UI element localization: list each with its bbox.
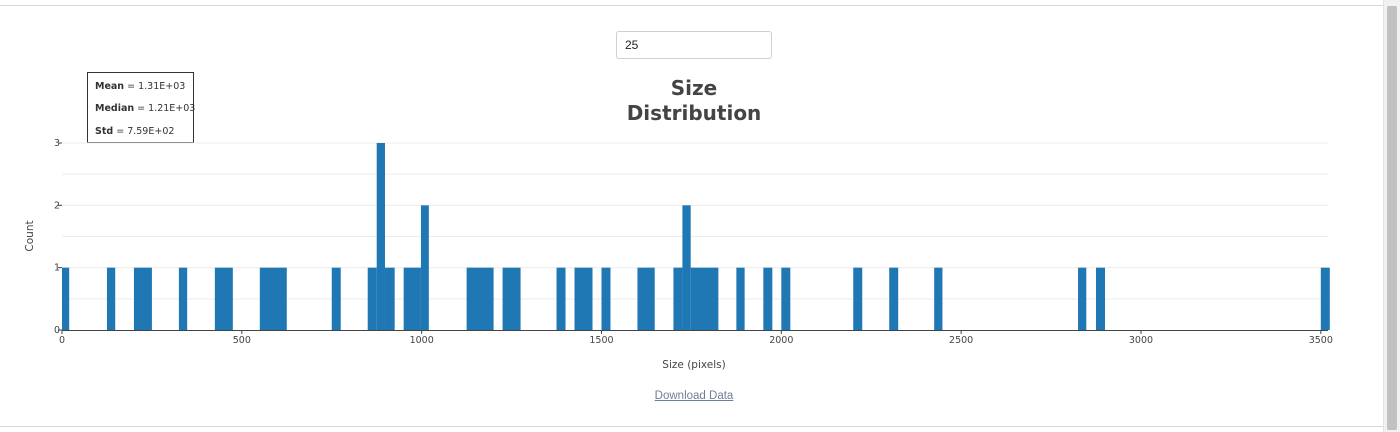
histogram-bar[interactable] bbox=[690, 267, 719, 330]
stat-std-label: Std bbox=[95, 126, 114, 137]
histogram-bar[interactable] bbox=[889, 267, 899, 330]
x-tick-label: 0 bbox=[59, 335, 65, 346]
histogram-bar[interactable] bbox=[853, 267, 863, 330]
histogram-bar[interactable] bbox=[574, 267, 593, 330]
x-axis-title: Size (pixels) bbox=[662, 359, 725, 371]
histogram-bar[interactable] bbox=[214, 267, 233, 330]
histogram-bar[interactable] bbox=[763, 267, 773, 330]
stat-std-value: = 7.59E+02 bbox=[116, 126, 175, 137]
x-tick-label: 3500 bbox=[1309, 335, 1333, 346]
stat-mean-label: Mean bbox=[95, 81, 125, 92]
y-tick-label: 0 bbox=[54, 325, 60, 336]
histogram-bar[interactable] bbox=[466, 267, 494, 330]
chart-title-line: Size bbox=[670, 76, 718, 100]
bins-input[interactable] bbox=[616, 31, 772, 59]
x-tick-label: 1000 bbox=[410, 335, 434, 346]
histogram-bar[interactable] bbox=[420, 205, 429, 330]
scrollbar-thumb[interactable] bbox=[1387, 6, 1397, 430]
chart-title-line: Distribution bbox=[626, 101, 762, 125]
histogram-bar[interactable] bbox=[673, 267, 683, 330]
histogram-bar[interactable] bbox=[1320, 267, 1330, 330]
y-tick-label: 2 bbox=[54, 200, 60, 211]
stat-mean-value: = 1.31E+03 bbox=[127, 81, 186, 92]
histogram-bar[interactable] bbox=[106, 267, 116, 330]
histogram-bar[interactable] bbox=[1078, 267, 1087, 330]
x-tick-label: 500 bbox=[233, 335, 251, 346]
stat-mean: Mean = 1.31E+03 bbox=[95, 81, 185, 92]
histogram-bar[interactable] bbox=[736, 267, 745, 330]
x-tick-label: 2500 bbox=[949, 335, 973, 346]
histogram-bar[interactable] bbox=[62, 267, 70, 330]
stat-std: Std = 7.59E+02 bbox=[95, 126, 174, 137]
chart-title: Size Distribution bbox=[594, 76, 794, 126]
stats-box: Mean = 1.31E+03 Median = 1.21E+03 Std = … bbox=[87, 72, 195, 143]
histogram-bar[interactable] bbox=[384, 267, 395, 330]
histogram-bar[interactable] bbox=[376, 143, 385, 330]
stat-median-value: = 1.21E+03 bbox=[137, 103, 196, 114]
x-tick-label: 1500 bbox=[589, 335, 613, 346]
histogram-chart: 0 500 1000 1500 2000 2500 3000 3500 0 1 2 3 Size (p… bbox=[24, 138, 1333, 371]
x-tick-label: 2000 bbox=[769, 335, 793, 346]
histogram-bar[interactable] bbox=[502, 267, 521, 330]
histogram-bar[interactable] bbox=[133, 267, 152, 330]
histogram-bar[interactable] bbox=[682, 205, 691, 330]
histogram-bar[interactable] bbox=[934, 267, 943, 330]
histogram-bar[interactable] bbox=[367, 267, 377, 330]
histogram-bar[interactable] bbox=[781, 267, 791, 330]
stat-median: Median = 1.21E+03 bbox=[95, 103, 195, 114]
top-divider bbox=[0, 5, 1384, 6]
axes: 0 500 1000 1500 2000 2500 3000 3500 0 1 2 3 bbox=[54, 138, 1333, 346]
histogram-bar[interactable] bbox=[637, 267, 655, 330]
histogram-bar[interactable] bbox=[178, 267, 188, 330]
bottom-divider bbox=[0, 426, 1384, 427]
y-tick-label: 3 bbox=[54, 138, 60, 149]
x-tick-label: 3000 bbox=[1129, 335, 1153, 346]
histogram-bar[interactable] bbox=[601, 267, 611, 330]
histogram-bar[interactable] bbox=[556, 267, 566, 330]
download-data-link[interactable]: Download Data bbox=[654, 390, 734, 402]
histogram-bar[interactable] bbox=[331, 267, 341, 330]
histogram-bar[interactable] bbox=[259, 267, 287, 330]
y-tick-label: 1 bbox=[54, 263, 60, 274]
y-axis-title: Count bbox=[24, 220, 36, 251]
histogram-bars bbox=[62, 143, 1330, 330]
histogram-bar[interactable] bbox=[403, 267, 421, 330]
vertical-scrollbar[interactable] bbox=[1383, 0, 1400, 432]
histogram-bar[interactable] bbox=[1096, 267, 1106, 330]
stat-median-label: Median bbox=[95, 103, 135, 114]
